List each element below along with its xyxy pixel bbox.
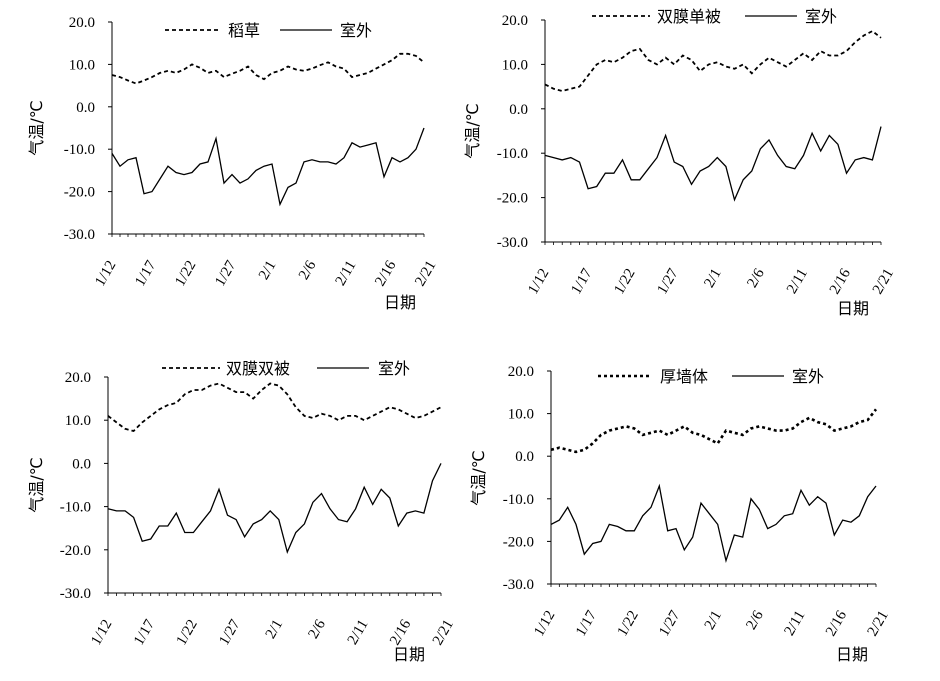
x-tick-label: 2/6 [296,258,320,283]
x-tick-label: 1/12 [525,266,552,297]
y-tick-label: -10.0 [60,500,91,516]
x-tick-label: 1/17 [573,608,600,640]
y-tick-label: 0.0 [515,449,534,465]
x-tick-label: 2/11 [782,608,809,639]
y-tick-label: -30.0 [60,586,91,602]
x-tick-label: 1/22 [611,266,638,297]
series-line-1 [544,30,882,92]
x-tick-label: 2/11 [345,617,372,648]
y-tick-label: -10.0 [497,146,528,162]
series-line-1 [550,408,878,454]
x-tick-label: 2/1 [263,617,286,642]
chart-2: 20.0 10.0 0.0 -10.0 -20.0 -30.0 1/12 1/17 1/22 1/… [463,7,897,318]
x-tick-label: 1/12 [531,608,558,639]
x-tick-label: 1/12 [88,617,115,648]
y-tick-label: -10.0 [64,142,95,158]
legend-label: 室外 [378,359,410,378]
y-tick-label: -10.0 [503,492,534,508]
x-tick-label: 2/6 [744,266,768,291]
chart-4: 20.0 10.0 0.0 -10.0 -20.0 -30.0 1/12 1/17 1/22 1/… [469,364,892,664]
series-line-2 [107,463,442,554]
y-tick-label: -30.0 [497,235,528,251]
x-tick-label: 2/21 [412,258,439,289]
y-axis-label: 气温/℃ [27,457,46,512]
x-tick-label: 1/22 [615,608,642,639]
y-axis-label: 气温/℃ [469,450,488,505]
y-tick-label: 10.0 [502,57,528,73]
x-tick-label: 2/16 [372,258,399,290]
x-tick-label: 1/17 [132,258,159,290]
legend-label: 稻草 [228,21,260,40]
x-tick-label: 1/22 [172,258,199,289]
legend-label: 厚墙体 [660,367,708,386]
x-tick-label: 2/16 [827,266,854,298]
x-tick-label: 2/16 [823,608,850,640]
x-tick-label: 2/11 [333,258,360,289]
x-tick-label: 1/17 [131,617,158,649]
x-axis-label: 日期 [393,645,425,664]
y-tick-label: 10.0 [65,413,91,429]
x-tick-label: 1/27 [216,617,243,649]
x-axis-label: 日期 [384,293,416,312]
series-line-1 [111,52,425,85]
series-line-2 [544,126,882,202]
x-tick-label: 2/1 [701,266,724,291]
y-tick-label: 10.0 [508,407,534,423]
y-tick-label: -20.0 [503,534,534,550]
y-tick-label: 20.0 [508,364,534,380]
y-tick-label: 20.0 [69,15,95,31]
x-tick-label: 1/27 [656,608,683,640]
series-line-1 [107,382,442,433]
x-axis-label: 日期 [836,645,868,664]
x-tick-label: 1/17 [568,266,595,298]
x-tick-label: 2/6 [743,608,767,633]
y-tick-label: -20.0 [497,191,528,207]
y-tick-label: 20.0 [65,370,91,386]
x-tick-label: 2/21 [865,608,892,639]
legend-label: 室外 [792,367,824,386]
x-tick-label: 2/1 [256,258,279,283]
y-tick-label: 20.0 [502,13,528,29]
x-tick-label: 2/6 [305,617,329,642]
series-line-2 [550,483,877,564]
y-tick-label: -30.0 [64,227,95,243]
legend-label: 室外 [340,21,372,40]
y-tick-label: -30.0 [503,577,534,593]
y-tick-label: 0.0 [76,100,95,116]
x-tick-label: 2/11 [784,266,811,297]
x-tick-label: 1/12 [92,258,119,289]
x-tick-label: 1/27 [655,266,682,298]
x-tick-label: 2/1 [702,608,725,633]
x-tick-label: 1/22 [174,617,201,648]
y-tick-label: 0.0 [509,102,528,118]
x-tick-label: 2/21 [430,617,457,648]
y-tick-label: 0.0 [72,456,91,472]
chart-1: 20.0 10.0 0.0 -10.0 -20.0 -30.0 1/12 1/17 1/22 1/… [27,15,439,312]
legend-label: 双膜双被 [226,359,290,378]
legend-label: 室外 [805,7,837,26]
y-tick-label: 10.0 [69,57,95,73]
y-tick-label: -20.0 [64,185,95,201]
legend-label: 双膜单被 [657,7,721,26]
series-line-2 [111,127,425,207]
x-axis-label: 日期 [837,299,869,318]
y-tick-label: -20.0 [60,543,91,559]
y-axis-label: 气温/℃ [27,100,46,155]
x-tick-label: 2/16 [387,617,414,649]
y-axis-label: 气温/℃ [463,103,482,158]
x-tick-label: 1/27 [212,258,239,290]
x-tick-label: 2/21 [870,266,897,297]
chart-3: 20.0 10.0 0.0 -10.0 -20.0 -30.0 1/12 1/17 1/22 1/… [27,359,457,664]
